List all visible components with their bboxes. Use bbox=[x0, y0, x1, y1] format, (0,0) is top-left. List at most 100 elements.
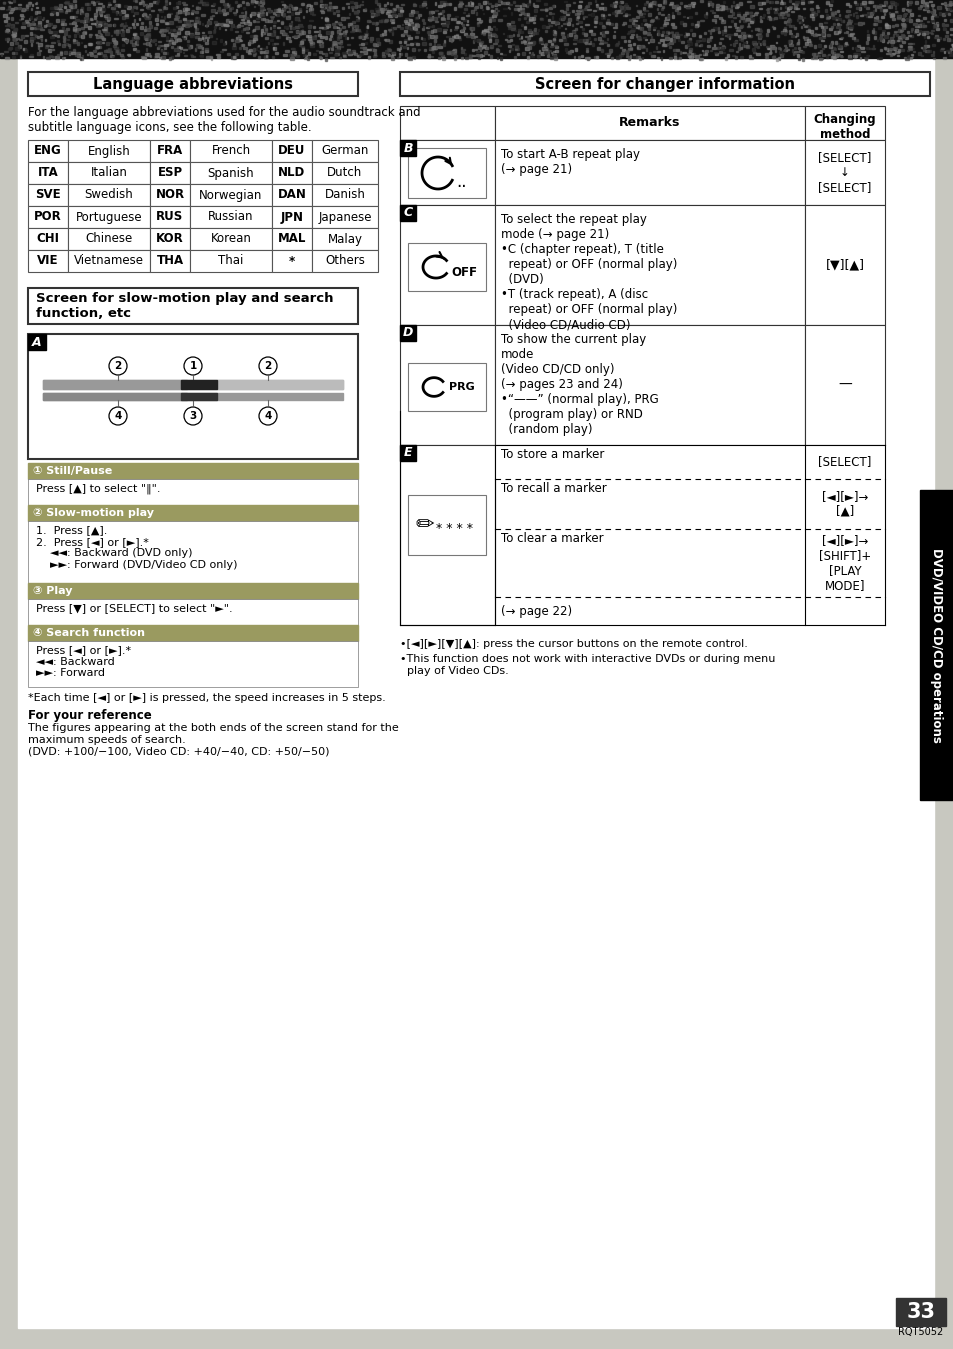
Bar bbox=[889, 38, 892, 40]
Bar bbox=[110, 51, 112, 54]
Bar bbox=[736, 4, 737, 5]
Bar bbox=[357, 4, 359, 7]
Bar bbox=[717, 31, 720, 34]
Bar bbox=[198, 1, 201, 4]
Bar bbox=[495, 325, 804, 445]
Bar bbox=[757, 28, 758, 30]
Bar bbox=[482, 45, 486, 47]
Bar bbox=[446, 13, 450, 16]
Bar bbox=[337, 22, 341, 24]
Bar bbox=[621, 49, 624, 51]
Bar bbox=[460, 30, 462, 32]
Bar bbox=[117, 30, 119, 34]
Bar bbox=[942, 27, 943, 28]
Bar bbox=[160, 20, 164, 22]
Bar bbox=[598, 43, 602, 45]
Bar bbox=[28, 335, 46, 349]
Bar bbox=[662, 42, 664, 45]
Bar bbox=[49, 28, 51, 31]
Bar bbox=[891, 26, 893, 27]
Bar bbox=[192, 11, 194, 12]
Bar bbox=[795, 43, 799, 46]
Bar bbox=[422, 22, 425, 24]
Bar bbox=[720, 7, 723, 9]
Bar bbox=[264, 27, 267, 30]
Bar bbox=[631, 28, 634, 31]
Bar bbox=[793, 47, 795, 50]
Bar bbox=[815, 13, 816, 15]
Bar bbox=[695, 55, 699, 58]
Bar bbox=[229, 20, 232, 23]
Bar bbox=[253, 53, 256, 55]
Bar bbox=[422, 28, 423, 30]
Bar bbox=[528, 0, 529, 3]
Bar bbox=[687, 54, 690, 57]
Bar bbox=[5, 24, 9, 26]
Bar bbox=[495, 4, 497, 5]
Bar bbox=[312, 183, 377, 206]
Bar bbox=[262, 9, 265, 11]
Bar bbox=[165, 3, 167, 5]
Bar bbox=[750, 22, 753, 23]
Bar bbox=[154, 57, 157, 58]
Bar bbox=[379, 19, 381, 22]
Bar bbox=[467, 3, 469, 4]
Bar bbox=[606, 43, 608, 46]
Bar bbox=[878, 38, 882, 39]
Bar bbox=[669, 38, 671, 40]
Bar bbox=[939, 12, 940, 15]
Bar bbox=[601, 34, 603, 36]
Bar bbox=[401, 24, 403, 26]
Bar bbox=[40, 36, 42, 39]
Bar bbox=[750, 30, 751, 31]
Bar bbox=[656, 46, 657, 49]
Bar bbox=[811, 53, 814, 55]
Bar bbox=[761, 40, 764, 42]
Bar bbox=[769, 1, 772, 3]
Bar bbox=[515, 4, 518, 7]
Bar bbox=[288, 38, 290, 39]
Bar bbox=[108, 5, 110, 7]
Bar bbox=[180, 27, 183, 30]
Bar bbox=[178, 11, 181, 12]
Bar bbox=[446, 51, 450, 54]
Bar bbox=[399, 9, 402, 11]
Bar bbox=[89, 43, 91, 45]
Bar bbox=[25, 20, 29, 22]
Bar bbox=[385, 39, 389, 40]
Bar bbox=[951, 43, 953, 46]
Bar bbox=[894, 23, 897, 26]
Bar bbox=[601, 27, 604, 28]
Bar bbox=[544, 8, 548, 9]
Bar bbox=[8, 38, 9, 40]
Bar bbox=[99, 34, 101, 36]
Bar bbox=[435, 1, 436, 4]
Bar bbox=[89, 53, 91, 54]
Bar bbox=[633, 20, 637, 22]
Bar bbox=[149, 42, 150, 43]
Bar bbox=[75, 24, 76, 26]
Bar bbox=[5, 51, 9, 53]
Bar bbox=[171, 57, 173, 59]
Bar bbox=[64, 57, 65, 58]
Bar bbox=[410, 28, 413, 31]
Bar bbox=[320, 57, 322, 59]
Bar bbox=[631, 22, 634, 24]
Bar bbox=[86, 20, 90, 22]
Bar bbox=[513, 8, 517, 11]
Bar bbox=[531, 34, 534, 35]
Bar bbox=[24, 49, 27, 51]
Bar bbox=[310, 42, 314, 45]
Bar bbox=[7, 30, 10, 32]
Bar bbox=[169, 12, 172, 15]
Bar bbox=[900, 34, 902, 36]
Bar bbox=[242, 19, 244, 22]
Bar bbox=[684, 35, 686, 38]
Bar bbox=[688, 49, 691, 51]
Bar bbox=[831, 13, 832, 15]
Bar bbox=[391, 58, 394, 59]
Bar bbox=[896, 18, 900, 19]
Bar bbox=[253, 5, 254, 7]
Bar bbox=[890, 45, 892, 46]
Bar bbox=[318, 55, 321, 58]
